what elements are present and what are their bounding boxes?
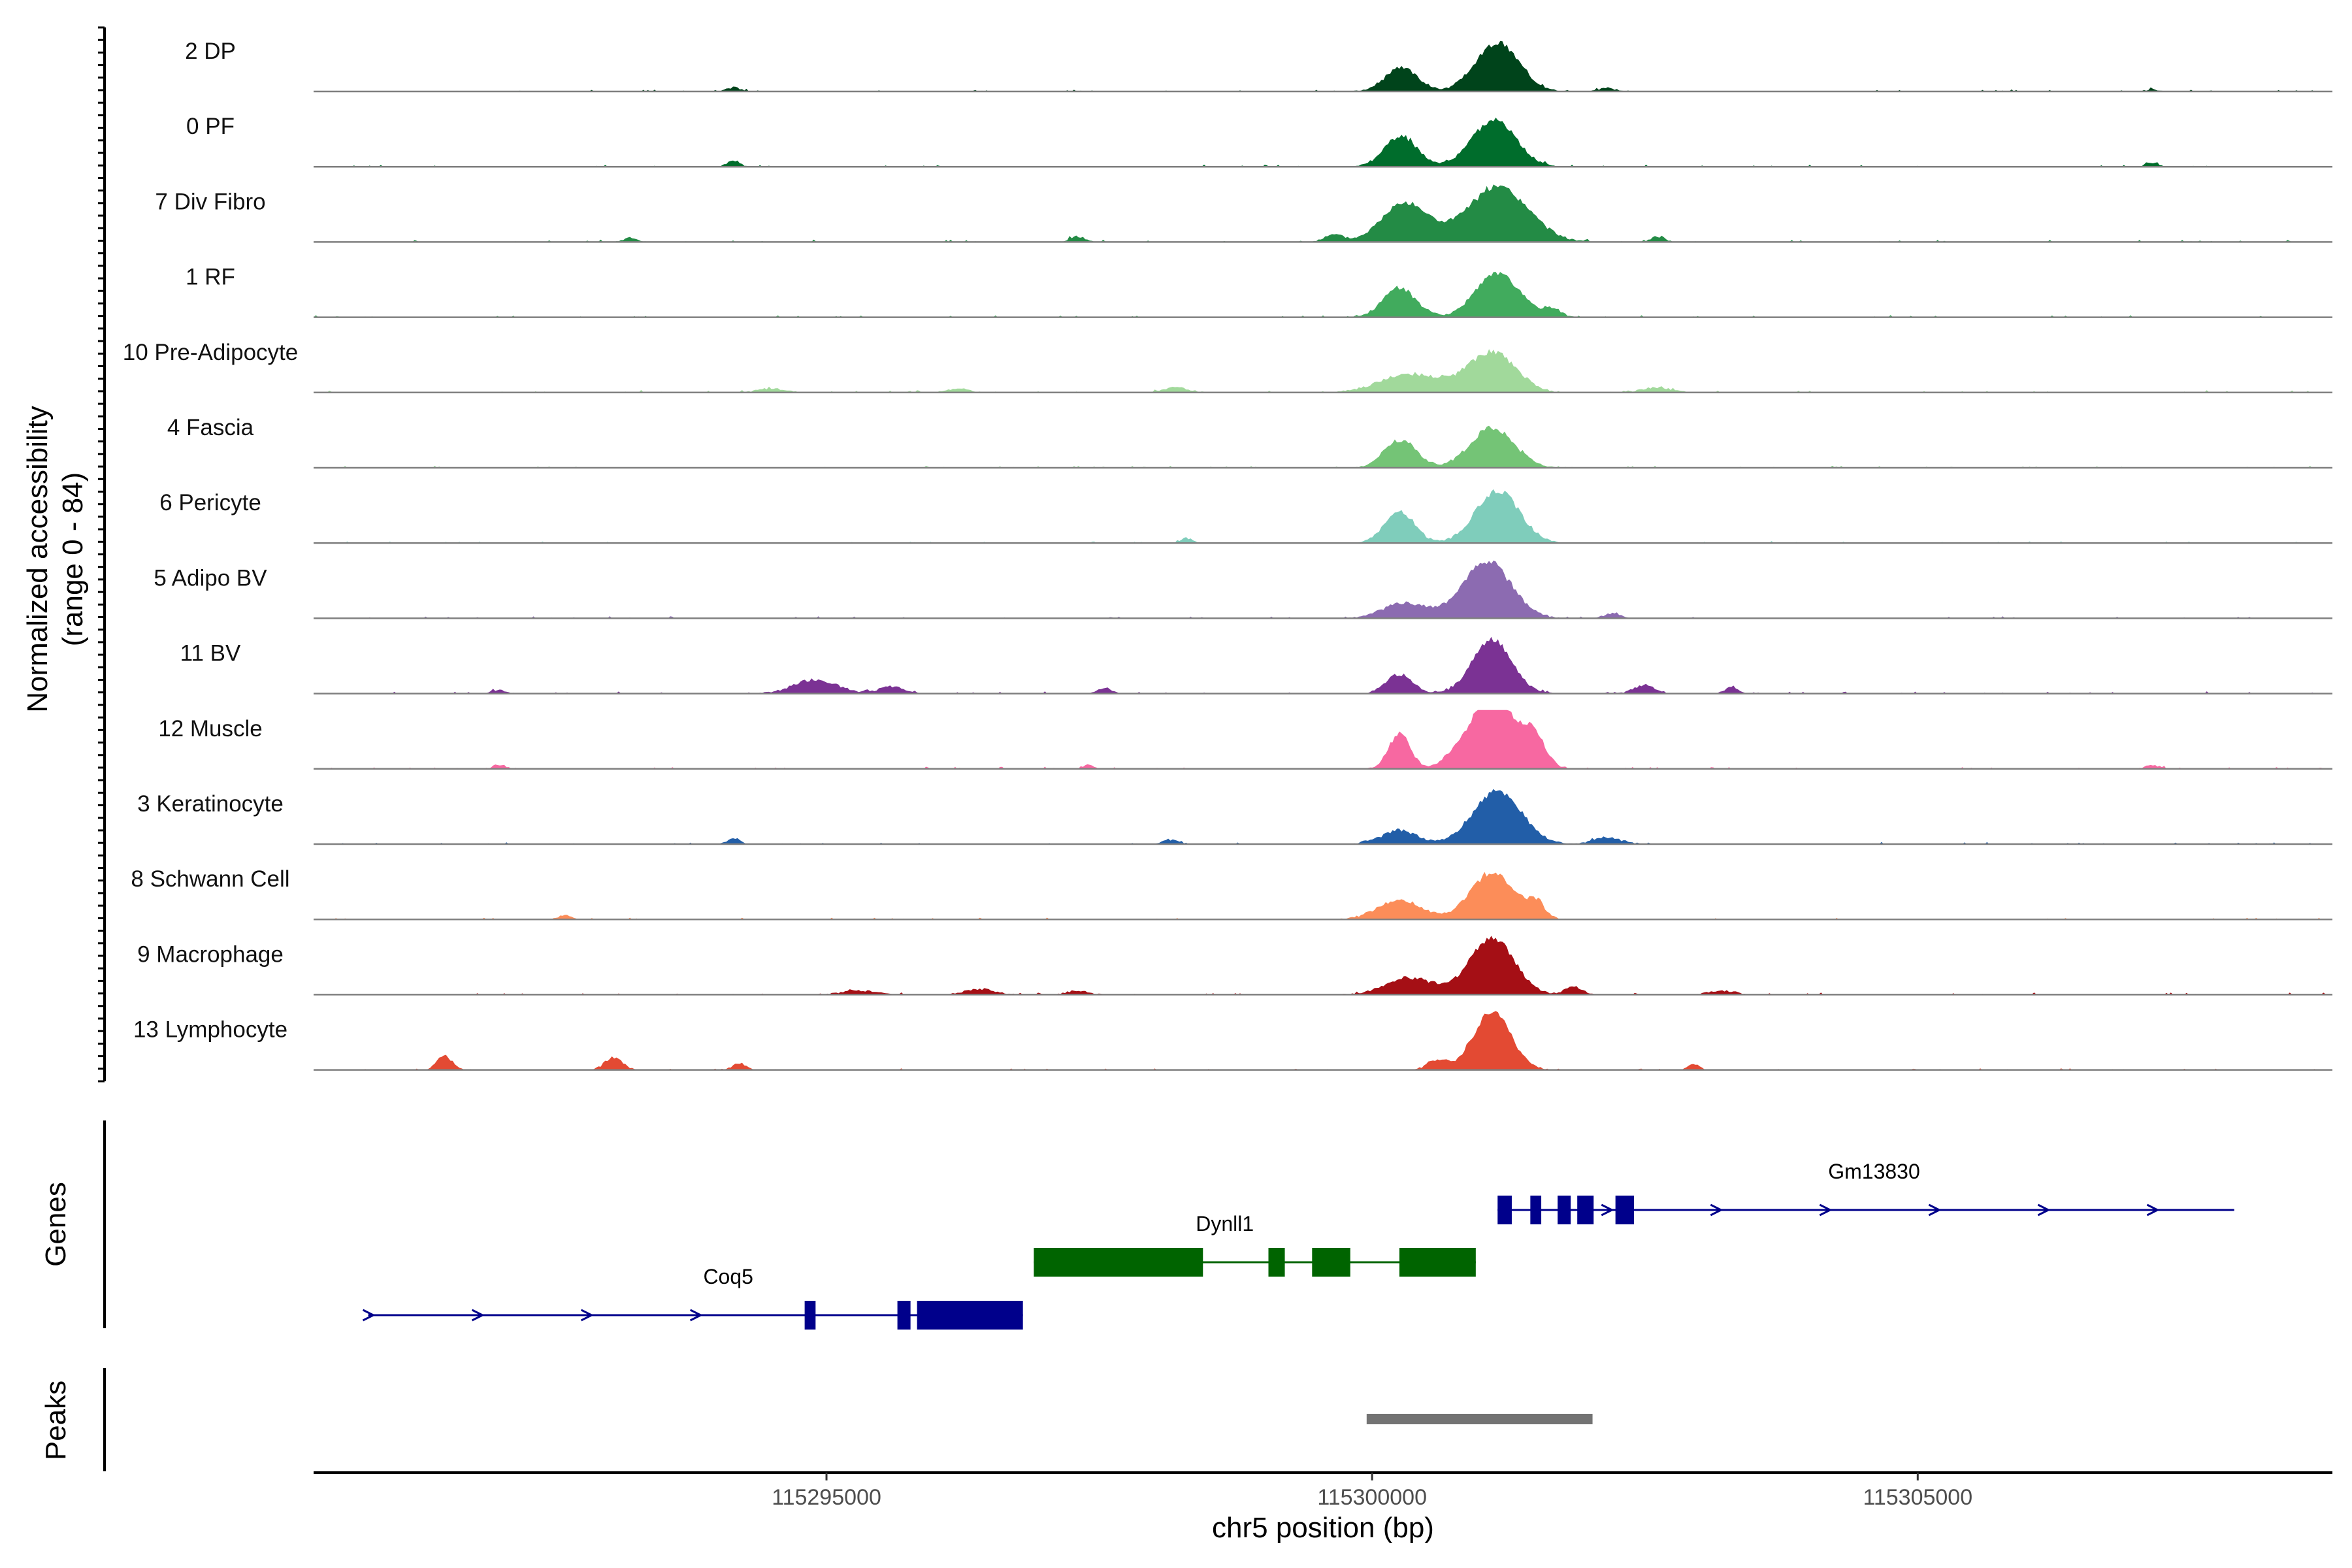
coverage-area — [314, 636, 2332, 694]
coverage-area — [314, 710, 2332, 769]
x-axis-title: chr5 position (bp) — [1212, 1512, 1434, 1544]
track-label: 10 Pre-Adipocyte — [123, 340, 298, 365]
gene-exon — [897, 1301, 911, 1330]
coverage-area — [314, 936, 2332, 995]
track-label: 2 DP — [185, 39, 236, 64]
coverage-track: 8 Schwann Cell — [131, 866, 2332, 921]
coverage-area — [314, 425, 2332, 468]
gene-exon — [1399, 1248, 1476, 1277]
gene-model: Coq5 — [362, 1265, 1023, 1330]
coverage-track: 3 Keratinocyte — [137, 789, 2332, 845]
coverage-track: 9 Macrophage — [137, 936, 2332, 996]
peak-regions-panel — [1366, 1414, 1593, 1424]
coverage-area — [314, 1011, 2332, 1070]
coverage-area — [314, 789, 2332, 844]
gene-exon — [1312, 1248, 1350, 1277]
gene-label: Dynll1 — [1196, 1212, 1254, 1235]
coverage-track: 1 RF — [186, 265, 2332, 318]
coverage-track: 0 PF — [186, 114, 2332, 168]
gene-exon — [1268, 1248, 1285, 1277]
x-axis: 115295000 115300000 115305000 — [314, 1471, 2332, 1510]
gene-model: Dynll1 — [1034, 1212, 1476, 1277]
gene-label: Coq5 — [703, 1265, 753, 1288]
strand-chevron — [2146, 1203, 2160, 1217]
coverage-area — [314, 41, 2332, 92]
coverage-track: 12 Muscle — [158, 710, 2332, 770]
coverage-track: 6 Pericyte — [159, 489, 2332, 544]
track-label: 4 Fascia — [167, 415, 254, 440]
coverage-track: 4 Fascia — [167, 415, 2332, 469]
track-label: 8 Schwann Cell — [131, 866, 289, 892]
track-label: 13 Lymphocyte — [133, 1017, 287, 1043]
coverage-area — [314, 561, 2332, 619]
strand-chevron — [689, 1309, 703, 1322]
gene-annotation-panel: Gm13830 Dynll1 Coq5 — [362, 1160, 2234, 1330]
gene-exon — [917, 1301, 1023, 1330]
gene-exon — [804, 1301, 816, 1330]
coverage-track: 5 Adipo BV — [154, 561, 2332, 619]
strand-chevron — [1819, 1203, 1833, 1217]
strand-chevron — [580, 1309, 594, 1322]
track-label: 9 Macrophage — [137, 941, 284, 967]
coverage-area — [314, 272, 2332, 318]
gene-exon — [1034, 1248, 1203, 1277]
track-label: 5 Adipo BV — [154, 565, 267, 591]
coverage-track: 2 DP — [185, 39, 2332, 93]
track-label: 0 PF — [186, 114, 235, 139]
genes-panel-title: Genes — [40, 1182, 72, 1267]
track-label: 6 Pericyte — [159, 490, 261, 515]
coverage-area — [314, 118, 2332, 167]
gene-exon — [1577, 1196, 1594, 1224]
strand-chevron — [1601, 1203, 1614, 1217]
coverage-track: 13 Lymphocyte — [133, 1011, 2332, 1071]
strand-chevron — [2037, 1203, 2051, 1217]
coverage-track: 11 BV — [180, 636, 2332, 694]
gene-exon — [1615, 1196, 1635, 1224]
y-axis-title-line2: (range 0 - 84) — [57, 472, 89, 647]
coverage-area — [314, 184, 2332, 242]
x-tick-label: 115300000 — [1317, 1485, 1427, 1510]
strand-chevron — [471, 1309, 485, 1322]
coverage-area — [314, 489, 2332, 544]
strand-chevron — [362, 1309, 376, 1322]
coverage-track: 10 Pre-Adipocyte — [123, 340, 2332, 394]
peak-region — [1366, 1414, 1593, 1424]
gene-exon — [1497, 1196, 1512, 1224]
gene-exon — [1530, 1196, 1542, 1224]
strand-chevron — [1710, 1203, 1723, 1217]
track-label: 11 BV — [180, 641, 241, 666]
coverage-track: 7 Div Fibro — [155, 184, 2332, 243]
x-tick-label: 115295000 — [772, 1485, 881, 1510]
y-axis-title-line1: Normalized accessibility — [22, 406, 54, 712]
coverage-area — [314, 349, 2332, 393]
accessibility-y-axis — [98, 26, 106, 1083]
track-label: 7 Div Fibro — [155, 189, 265, 214]
gene-exon — [1558, 1196, 1571, 1224]
peaks-panel-title: Peaks — [40, 1380, 72, 1460]
coverage-area — [314, 872, 2332, 920]
gene-label: Gm13830 — [1828, 1160, 1920, 1183]
coverage-tracks: 2 DP 0 PF 7 Div Fibro 1 RF 10 Pre-Adipocyte 4… — [123, 39, 2332, 1071]
gene-model: Gm13830 — [1497, 1160, 2234, 1224]
track-label: 1 RF — [186, 265, 235, 290]
track-label: 12 Muscle — [158, 716, 263, 742]
x-tick-label: 115305000 — [1863, 1485, 1972, 1510]
strand-chevron — [1928, 1203, 1942, 1217]
track-label: 3 Keratinocyte — [137, 791, 284, 817]
